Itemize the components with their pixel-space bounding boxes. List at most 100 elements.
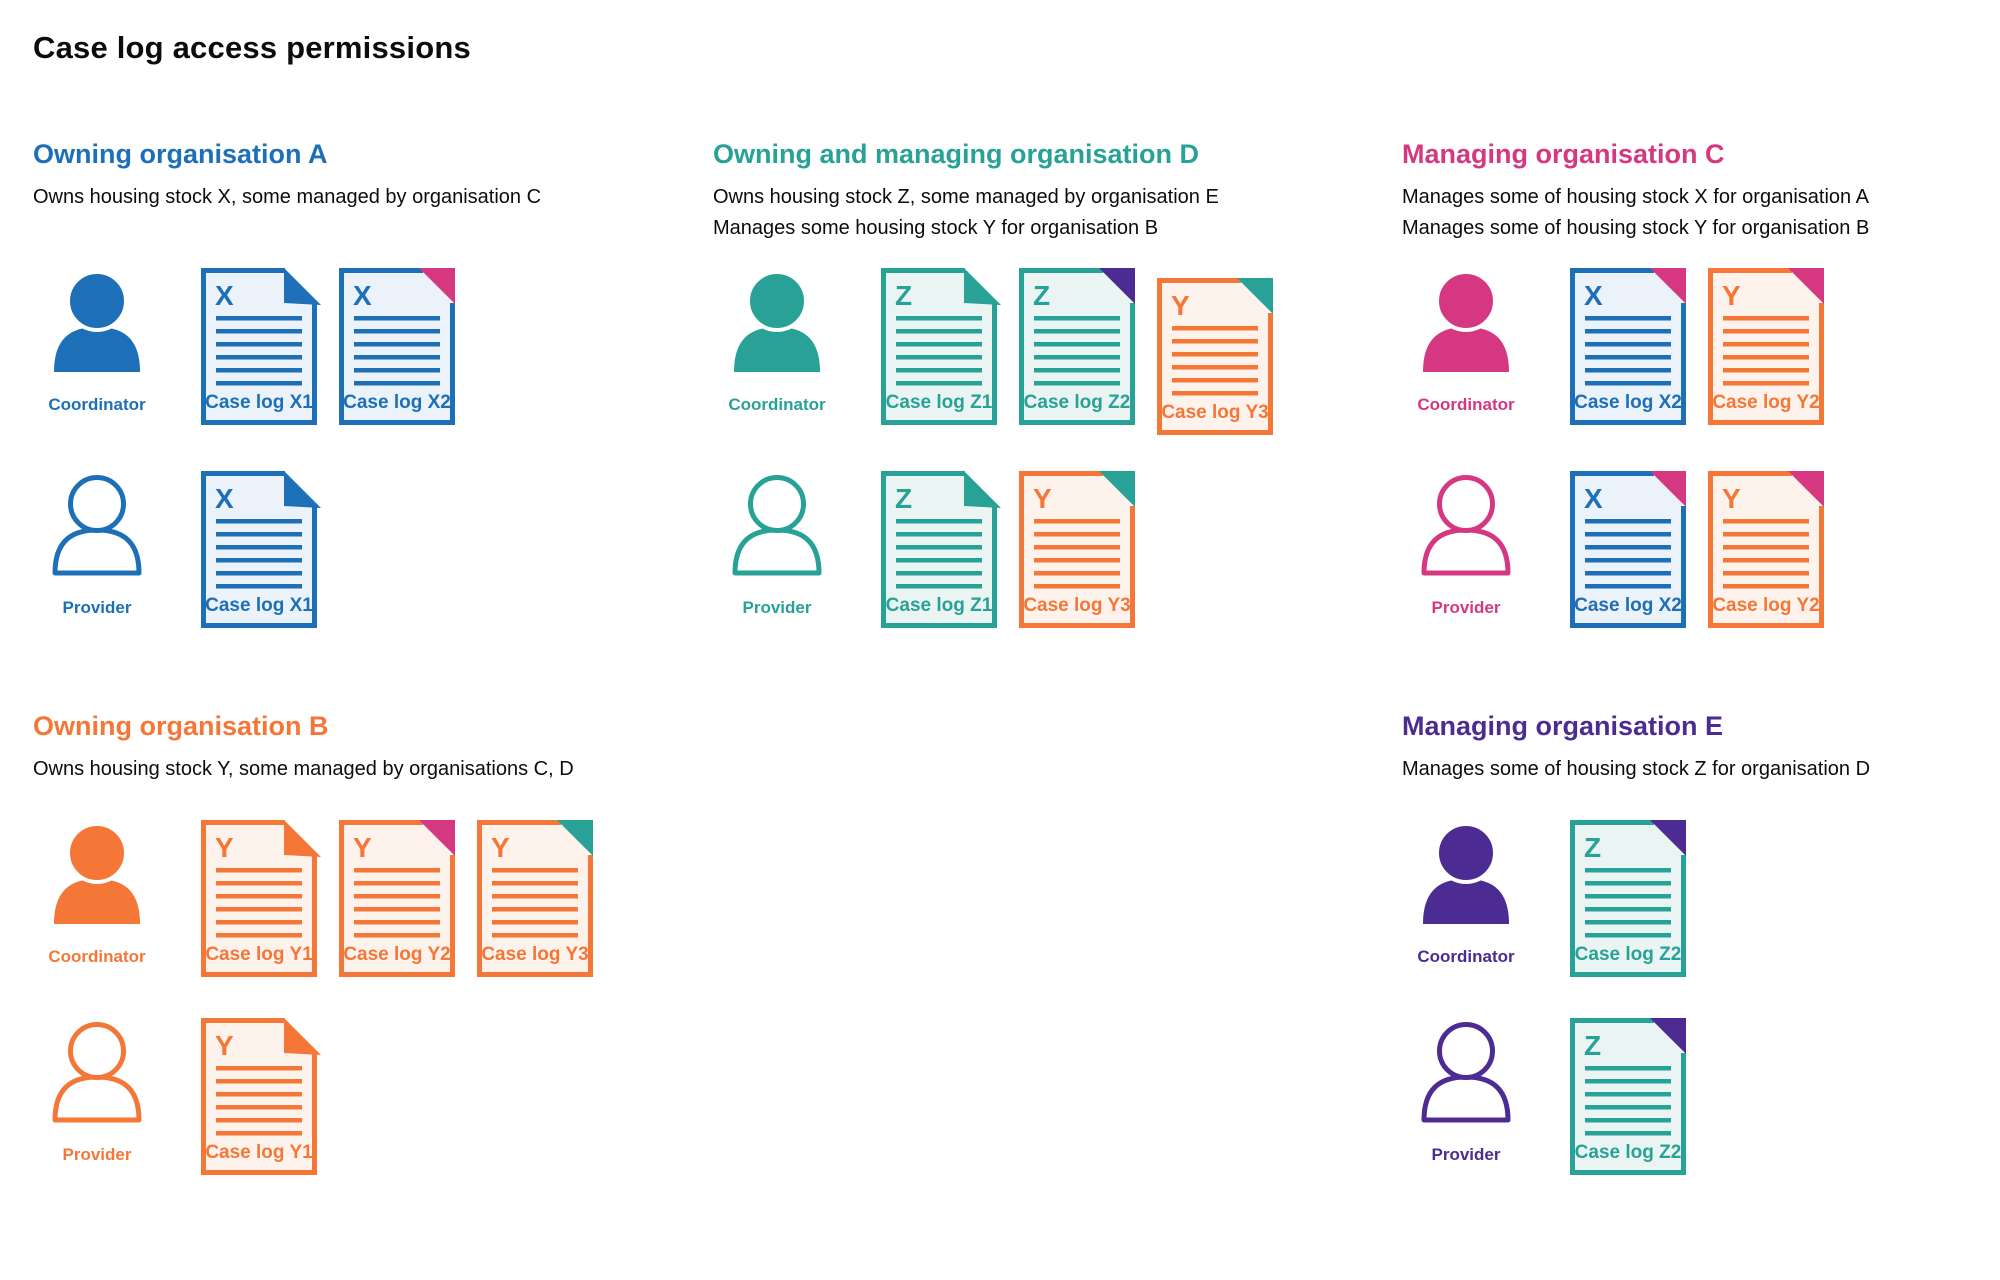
role-label: Coordinator	[1417, 947, 1515, 966]
folded-corner-manager-icon	[1650, 820, 1686, 856]
case-log-documents: Z Case log Z2	[1570, 1018, 1686, 1180]
case-log-label: Case log Y1	[205, 1142, 313, 1163]
case-log-document: Y Case log Y1	[201, 820, 321, 982]
section-title: Managing organisation E	[1402, 711, 1724, 741]
case-log-documents: Z Case log Z1 Z Case log Z2 Y Case log Y3	[881, 268, 1273, 440]
case-log-label: Case log Z2	[1575, 944, 1682, 965]
case-log-document-icon: Z Case log Z2	[1019, 268, 1135, 425]
stock-letter: Y	[1722, 280, 1741, 311]
case-log-documents: X Case log X2 Y Case log Y2	[1570, 268, 1824, 430]
section-title: Managing organisation C	[1402, 139, 1725, 169]
stock-letter: Z	[1033, 280, 1050, 311]
case-log-documents: X Case log X1 X Case log X2	[201, 268, 455, 430]
case-log-document: Y Case log Y2	[1708, 471, 1824, 633]
case-log-label: Case log Y3	[1023, 595, 1130, 616]
folded-corner-manager-icon	[1650, 1018, 1686, 1054]
page-title: Case log access permissions	[33, 30, 471, 65]
case-log-documents: Y Case log Y1	[201, 1018, 321, 1180]
case-log-document-icon: Y Case log Y2	[1708, 268, 1824, 425]
role-label: Provider	[1431, 1145, 1501, 1164]
coordinator-row: Coordinator Z Case log Z2	[1402, 820, 1686, 982]
coordinator-icon	[1423, 270, 1509, 372]
folded-corner-manager-icon	[557, 820, 593, 856]
case-log-label: Case log Z1	[886, 595, 993, 616]
folded-corner-manager-icon	[1099, 268, 1135, 304]
section-org-b: Owning organisation B Owns housing stock …	[33, 710, 693, 1175]
case-log-document-icon: Y Case log Y2	[339, 820, 455, 977]
case-log-documents: Z Case log Z2	[1570, 820, 1686, 982]
case-log-document: Y Case log Y3	[1019, 471, 1135, 633]
section-description: Owns housing stock X, some managed by or…	[33, 182, 693, 213]
case-log-label: Case log Z2	[1024, 392, 1131, 413]
role-label: Provider	[1431, 598, 1501, 617]
provider-icon	[1421, 1022, 1511, 1123]
coordinator-row: Coordinator X Case log X2 Y Case log Y2	[1402, 268, 1824, 430]
provider-figure: Provider	[41, 471, 153, 618]
provider-icon	[732, 475, 822, 576]
stock-letter: X	[1584, 280, 1603, 311]
provider-figure: Provider	[1410, 1018, 1522, 1165]
folded-corner-manager-icon	[1099, 471, 1135, 507]
provider-row: Provider Z Case log Z1 Y Case log Y3	[713, 471, 1135, 633]
case-log-documents: X Case log X1	[201, 471, 321, 633]
case-log-document: Y Case log Y1	[201, 1018, 321, 1180]
case-log-document: Z Case log Z1	[881, 471, 1001, 633]
case-log-label: Case log X2	[1574, 392, 1682, 413]
section-description-line: Manages some housing stock Y for organis…	[713, 217, 1159, 239]
stock-letter: Y	[353, 832, 372, 863]
section-description: Manages some of housing stock Z for orga…	[1402, 754, 1992, 785]
case-log-label: Case log X1	[205, 595, 313, 616]
role-label: Coordinator	[48, 395, 146, 414]
case-log-label: Case log X2	[343, 392, 451, 413]
case-log-label: Case log Y1	[205, 944, 313, 965]
case-log-document: Y Case log Y3	[1157, 278, 1273, 440]
case-log-document-icon: Y Case log Y2	[1708, 471, 1824, 628]
stock-letter: Y	[1722, 483, 1741, 514]
case-log-label: Case log X2	[1574, 595, 1682, 616]
section-description-line: Manages some of housing stock X for orga…	[1402, 186, 1869, 208]
case-log-document: X Case log X2	[339, 268, 455, 430]
folded-corner-manager-icon	[1788, 268, 1824, 304]
section-description: Owns housing stock Z, some managed by or…	[713, 182, 1383, 244]
case-log-label: Case log Y2	[343, 944, 450, 965]
case-log-document: Z Case log Z1	[881, 268, 1001, 440]
folded-corner-own-icon	[284, 1018, 321, 1055]
section-description-line: Owns housing stock Y, some managed by or…	[33, 758, 574, 780]
provider-figure: Provider	[41, 1018, 153, 1165]
provider-row: Provider X Case log X1	[33, 471, 321, 633]
case-log-document-icon: X Case log X2	[1570, 471, 1686, 628]
case-log-document: Y Case log Y3	[477, 820, 593, 982]
section-org-c: Managing organisation C Manages some of h…	[1402, 138, 1992, 628]
coordinator-icon	[1423, 822, 1509, 924]
case-log-document: X Case log X1	[201, 268, 321, 430]
case-log-document-icon: X Case log X2	[1570, 268, 1686, 425]
folded-corner-manager-icon	[1237, 278, 1273, 314]
case-log-label: Case log Y3	[481, 944, 588, 965]
folded-corner-manager-icon	[419, 820, 455, 856]
stock-letter: X	[215, 280, 234, 311]
coordinator-figure: Coordinator	[1410, 268, 1522, 415]
case-log-document: Z Case log Z2	[1570, 1018, 1686, 1180]
case-log-document-icon: Y Case log Y3	[1157, 278, 1273, 435]
case-log-document: Y Case log Y2	[1708, 268, 1824, 430]
provider-figure: Provider	[1410, 471, 1522, 618]
folded-corner-own-icon	[284, 820, 321, 857]
provider-icon	[52, 475, 142, 576]
case-log-documents: Y Case log Y1 Y Case log Y2 Y Case log Y3	[201, 820, 593, 982]
section-title: Owning organisation A	[33, 139, 328, 169]
provider-row: Provider Y Case log Y1	[33, 1018, 321, 1180]
case-log-document-icon: X Case log X1	[201, 268, 321, 425]
coordinator-figure: Coordinator	[721, 268, 833, 415]
section-description-line: Manages some of housing stock Y for orga…	[1402, 217, 1870, 239]
folded-corner-manager-icon	[419, 268, 455, 304]
role-label: Coordinator	[1417, 395, 1515, 414]
section-description-line: Owns housing stock X, some managed by or…	[33, 186, 542, 208]
section-title: Owning organisation B	[33, 711, 329, 741]
coordinator-row: Coordinator X Case log X1 X Case log X2	[33, 268, 455, 430]
stock-letter: Y	[215, 1030, 234, 1061]
stock-letter: Y	[215, 832, 234, 863]
case-log-document-icon: Y Case log Y1	[201, 1018, 321, 1175]
section-title: Owning and managing organisation D	[713, 139, 1200, 169]
case-log-document-icon: X Case log X1	[201, 471, 321, 628]
